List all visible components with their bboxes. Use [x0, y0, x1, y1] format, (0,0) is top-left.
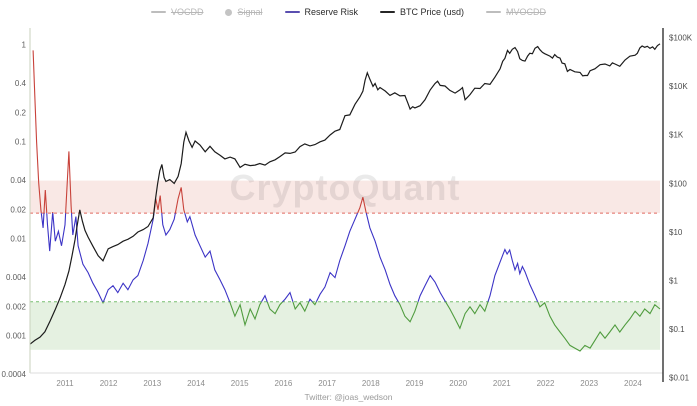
legend-label: Reserve Risk	[304, 7, 359, 17]
left-axis-tick-label: 1	[22, 41, 27, 50]
x-axis-tick-label: 2023	[580, 379, 598, 388]
x-axis-tick-label: 2011	[56, 379, 74, 388]
x-axis-tick-label: 2019	[406, 379, 424, 388]
right-axis-tick-label: $10K	[669, 82, 688, 91]
x-axis-tick-label: 2013	[143, 379, 161, 388]
legend-circle-swatch-icon	[225, 8, 233, 16]
right-axis-tick-label: $1K	[669, 131, 684, 140]
right-axis-tick-label: $1	[669, 277, 678, 286]
x-axis-tick-label: 2024	[624, 379, 642, 388]
reserve-risk-series	[32, 50, 661, 352]
left-axis-tick-label: 0.01	[10, 235, 26, 244]
left-axis-tick-label: 0.4	[15, 79, 27, 88]
legend-item-vocdd[interactable]: VOCDD	[150, 7, 204, 17]
x-axis-tick-label: 2015	[231, 379, 249, 388]
legend-item-mvocdd[interactable]: MVOCDD	[486, 7, 546, 17]
legend-item-btc-price[interactable]: BTC Price (usd)	[380, 7, 464, 17]
reserve-risk-line-neutral	[40, 213, 539, 302]
undervalued-zone	[30, 301, 660, 350]
left-axis-tick-label: 0.04	[10, 176, 26, 185]
watermark-text: CryptoQuant	[230, 167, 461, 208]
left-axis-tick-label: 0.002	[6, 302, 27, 311]
x-axis-tick-label: 2018	[362, 379, 380, 388]
left-axis-tick-label: 0.0004	[2, 370, 27, 379]
x-axis-tick-label: 2014	[187, 379, 205, 388]
left-axis-tick-label: 0.02	[10, 205, 26, 214]
x-axis-tick-label: 2022	[537, 379, 555, 388]
right-axis-tick-label: $0.1	[669, 325, 685, 334]
legend-label: BTC Price (usd)	[400, 7, 465, 17]
legend-line-swatch-icon	[380, 11, 396, 13]
x-axis-tick-label: 2017	[318, 379, 336, 388]
x-axis-tick-label: 2021	[493, 379, 511, 388]
left-axis-tick-label: 0.1	[15, 138, 27, 147]
x-axis-tick-label: 2012	[100, 379, 118, 388]
right-axis-tick-label: $0.01	[669, 374, 690, 383]
legend-label: MVOCDD	[506, 7, 547, 17]
legend-label: Signal	[237, 7, 263, 17]
overvalued-zone	[30, 180, 660, 214]
legend-item-reserve-risk[interactable]: Reserve Risk	[284, 7, 359, 17]
btc-price-line	[29, 43, 661, 345]
left-axis-tick-label: 0.001	[6, 332, 27, 341]
reserve-risk-line-undervalued	[101, 301, 661, 352]
legend-line-swatch-icon	[150, 11, 166, 13]
footer-credit: Twitter: @joas_wedson	[304, 392, 393, 402]
legend-label: VOCDD	[170, 7, 204, 17]
legend-item-signal[interactable]: Signal	[225, 7, 263, 17]
right-axis-tick-label: $100K	[669, 34, 693, 43]
left-axis-tick-label: 0.004	[6, 273, 27, 282]
right-axis-tick-label: $10	[669, 228, 683, 237]
x-axis-tick-label: 2016	[275, 379, 293, 388]
legend-line-swatch-icon	[284, 11, 300, 13]
right-axis-tick-label: $100	[669, 179, 687, 188]
chart-legend: VOCDD Signal Reserve Risk BTC Price (usd…	[0, 4, 697, 20]
x-axis-tick-label: 2020	[449, 379, 467, 388]
legend-line-swatch-icon	[486, 11, 502, 13]
left-axis-tick-label: 0.2	[15, 108, 27, 117]
